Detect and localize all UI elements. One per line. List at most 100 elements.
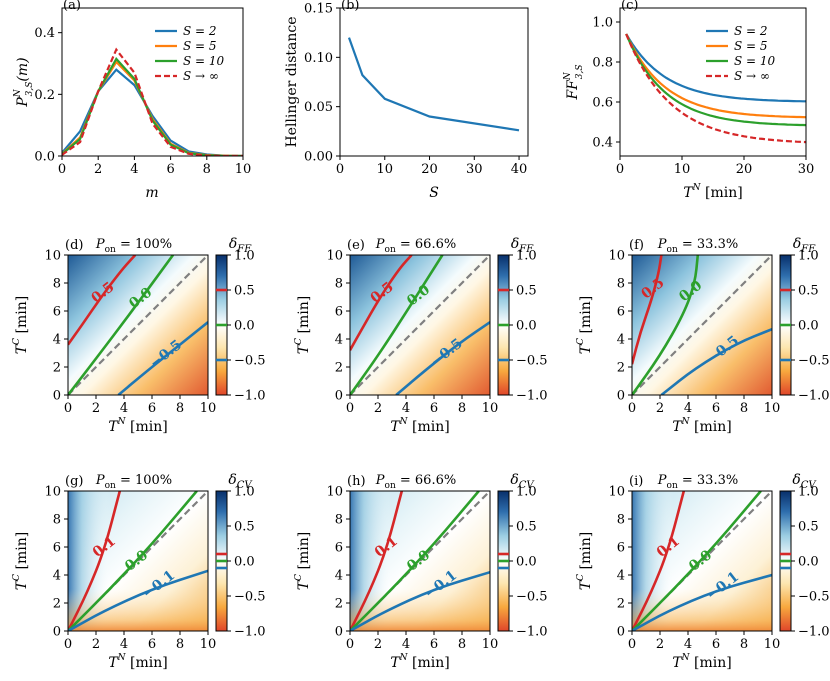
panel-label: (c)	[621, 0, 638, 13]
colorbar-label: δFF	[793, 236, 816, 255]
y-tick-label: 4	[617, 333, 625, 348]
colorbar-label: δFF	[511, 236, 534, 255]
x-tick-label: 10	[376, 162, 393, 177]
x-tick-label: 8	[203, 162, 211, 177]
x-tick-label: 10	[482, 401, 499, 416]
series-line-3	[62, 47, 243, 156]
y-axis-label: TC [min]	[576, 532, 594, 590]
subplot-title: Pon = 33.3%	[657, 237, 738, 255]
y-tick-label: 0	[335, 625, 343, 640]
axes-a: 0 2 4 6 8 10 0.0 0.2 0.4 (a) S = 2S = 5S = 10S → ∞	[34, 0, 251, 177]
colorbar-label: δCV	[510, 472, 535, 491]
y-tick-label: 0	[335, 389, 343, 404]
x-axis-label: m	[145, 185, 158, 201]
y-tick-label: 4	[617, 569, 625, 584]
colorbar-tick-label: 0.5	[516, 520, 537, 535]
y-tick-label: 1.0	[592, 16, 613, 31]
x-tick-label: 6	[712, 637, 720, 652]
y-axis-label: TC [min]	[294, 296, 312, 354]
x-tick-label: 4	[402, 401, 410, 416]
y-tick-label: 8	[617, 277, 625, 292]
colorbar-tick-label: 0.5	[798, 284, 819, 299]
colorbar-tick-label: 0.5	[234, 284, 255, 299]
colorbar-tick-label: −1.0	[798, 389, 830, 404]
x-tick-label: 4	[120, 637, 128, 652]
y-tick-label: 0.4	[34, 26, 55, 41]
x-tick-label: 20	[421, 162, 438, 177]
axes-frame	[61, 7, 244, 157]
y-tick-label: 6	[617, 305, 625, 320]
colorbar-tick-label: 0.0	[234, 555, 255, 570]
colorbar-tick-label: −1.0	[516, 389, 548, 404]
legend-label: S = 2	[734, 24, 768, 38]
colorbar-tick-label: 0.0	[516, 319, 537, 334]
series-line-0	[625, 33, 806, 103]
x-tick-label: 10	[200, 637, 217, 652]
x-axis-label: TN [min]	[108, 417, 167, 435]
x-tick-label: 10	[764, 401, 781, 416]
panel-label: (a)	[63, 0, 81, 13]
y-tick-label: 0.05	[304, 100, 333, 115]
panel-label: (d)	[65, 238, 83, 253]
contour-line-1	[68, 255, 175, 395]
panel-label: (i)	[629, 474, 643, 489]
x-tick-label: 0	[64, 637, 72, 652]
colorbar-tick-label: 0.5	[516, 284, 537, 299]
colorbar-tick-label: −1.0	[516, 625, 548, 640]
y-tick-label: 8	[335, 513, 343, 528]
y-tick-label: 0.6	[592, 96, 613, 111]
colorbar-tick-label: 1.0	[234, 485, 255, 500]
y-tick-label: 10	[326, 485, 343, 500]
subplot-title: Pon = 33.3%	[657, 473, 738, 491]
x-tick-label: 2	[92, 637, 100, 652]
y-tick-label: 8	[617, 513, 625, 528]
colorbar-tick-label: 0.0	[798, 319, 819, 334]
y-tick-label: 2	[53, 361, 61, 376]
x-tick-label: 0	[336, 162, 344, 177]
x-tick-label: 0	[346, 401, 354, 416]
series-line-2	[625, 33, 806, 127]
x-tick-label: 10	[235, 162, 252, 177]
legend-label: S = 2	[183, 24, 217, 38]
y-tick-label: 4	[53, 333, 61, 348]
contour-line-0	[632, 255, 663, 365]
y-tick-label: 0.0	[34, 150, 55, 165]
colorbar-tick-label: −1.0	[234, 625, 266, 640]
contour-line-2	[395, 321, 490, 395]
contour-line-1	[350, 491, 480, 631]
y-tick-label: 10	[44, 249, 61, 264]
contour-line-2	[350, 570, 490, 631]
x-tick-label: 8	[458, 401, 466, 416]
series-line-1	[625, 33, 806, 119]
y-tick-label: 6	[617, 541, 625, 556]
contour-line-1	[68, 491, 198, 631]
x-tick-label: 6	[148, 401, 156, 416]
contour-line-1	[632, 255, 700, 395]
legend-label: S → ∞	[734, 69, 770, 83]
colorbar-tick-label: 1.0	[234, 249, 255, 264]
contour-line-1	[632, 491, 762, 631]
x-tick-label: 0	[628, 637, 636, 652]
x-tick-label: 2	[656, 401, 664, 416]
x-tick-label: 10	[674, 162, 691, 177]
y-axis-label: TC [min]	[294, 532, 312, 590]
y-tick-label: 0	[53, 389, 61, 404]
y-tick-label: 0.2	[34, 88, 55, 103]
panel-label: (h)	[347, 474, 366, 489]
contour-line-2	[660, 327, 772, 395]
colorbar-tick-label: −0.5	[234, 590, 266, 605]
subplot-title: Pon = 100%	[95, 473, 172, 491]
subplot-title: Pon = 66.6%	[375, 237, 456, 255]
colorbar-tick-label: 0.0	[234, 319, 255, 334]
colorbar-label: δCV	[792, 472, 817, 491]
y-tick-label: 2	[617, 361, 625, 376]
y-tick-label: 0.15	[304, 2, 333, 17]
panel-label: (b)	[341, 0, 359, 13]
axes-c: 0 10 20 30 0.4 0.6 0.8 1.0 (c) S = 2S = 5S = 10S …	[592, 0, 814, 177]
x-tick-label: 8	[458, 637, 466, 652]
colorbar-tick-label: −1.0	[234, 389, 266, 404]
colorbar-tick-label: −0.5	[516, 590, 548, 605]
x-tick-label: 2	[94, 162, 102, 177]
